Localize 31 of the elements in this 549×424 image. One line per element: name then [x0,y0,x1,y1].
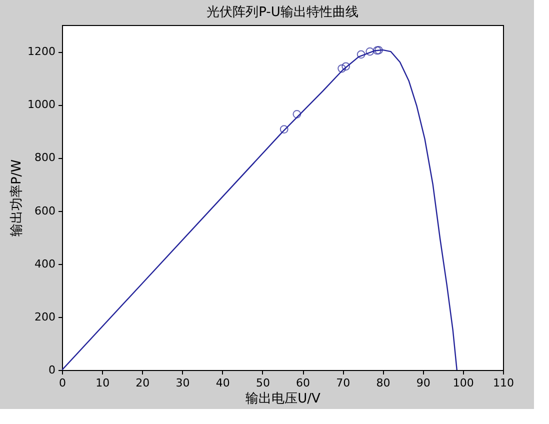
chart-title: 光伏阵列P-U输出特性曲线 [206,5,358,20]
y-tick-label: 0 [48,364,56,376]
point [374,46,383,54]
x-tick-label: 80 [376,376,390,390]
point [292,110,302,118]
y-tick-label: 200 [34,310,56,324]
y-tick-label: 1200 [28,45,56,58]
x-tick-label: 10 [96,376,110,390]
x-tick-label: 100 [452,376,474,390]
x-tick-label: 70 [336,376,350,390]
x-tick-label: 20 [136,376,150,390]
x-axis-title: 输出电压U/V [246,392,320,406]
y-tick-label: 1000 [28,98,56,112]
x-tick-label: 0 [59,376,66,390]
x-tick-label: 30 [176,376,190,390]
x-tick-label: 90 [416,376,430,390]
x-tick-label: 40 [216,376,230,390]
y-tick-label: 600 [34,204,56,218]
y-tick-label: 800 [34,151,56,164]
point [372,46,382,55]
x-tick-label: 60 [296,376,310,390]
y-axis-title: 输出功率P/W [8,159,25,237]
point [342,62,350,71]
point [356,50,366,59]
x-tick-label: 110 [493,376,514,390]
y-tick-label: 400 [34,257,56,270]
point [366,47,374,56]
x-tick-label: 50 [256,376,270,390]
point [338,64,346,73]
point [280,125,288,134]
line-series [62,49,458,370]
